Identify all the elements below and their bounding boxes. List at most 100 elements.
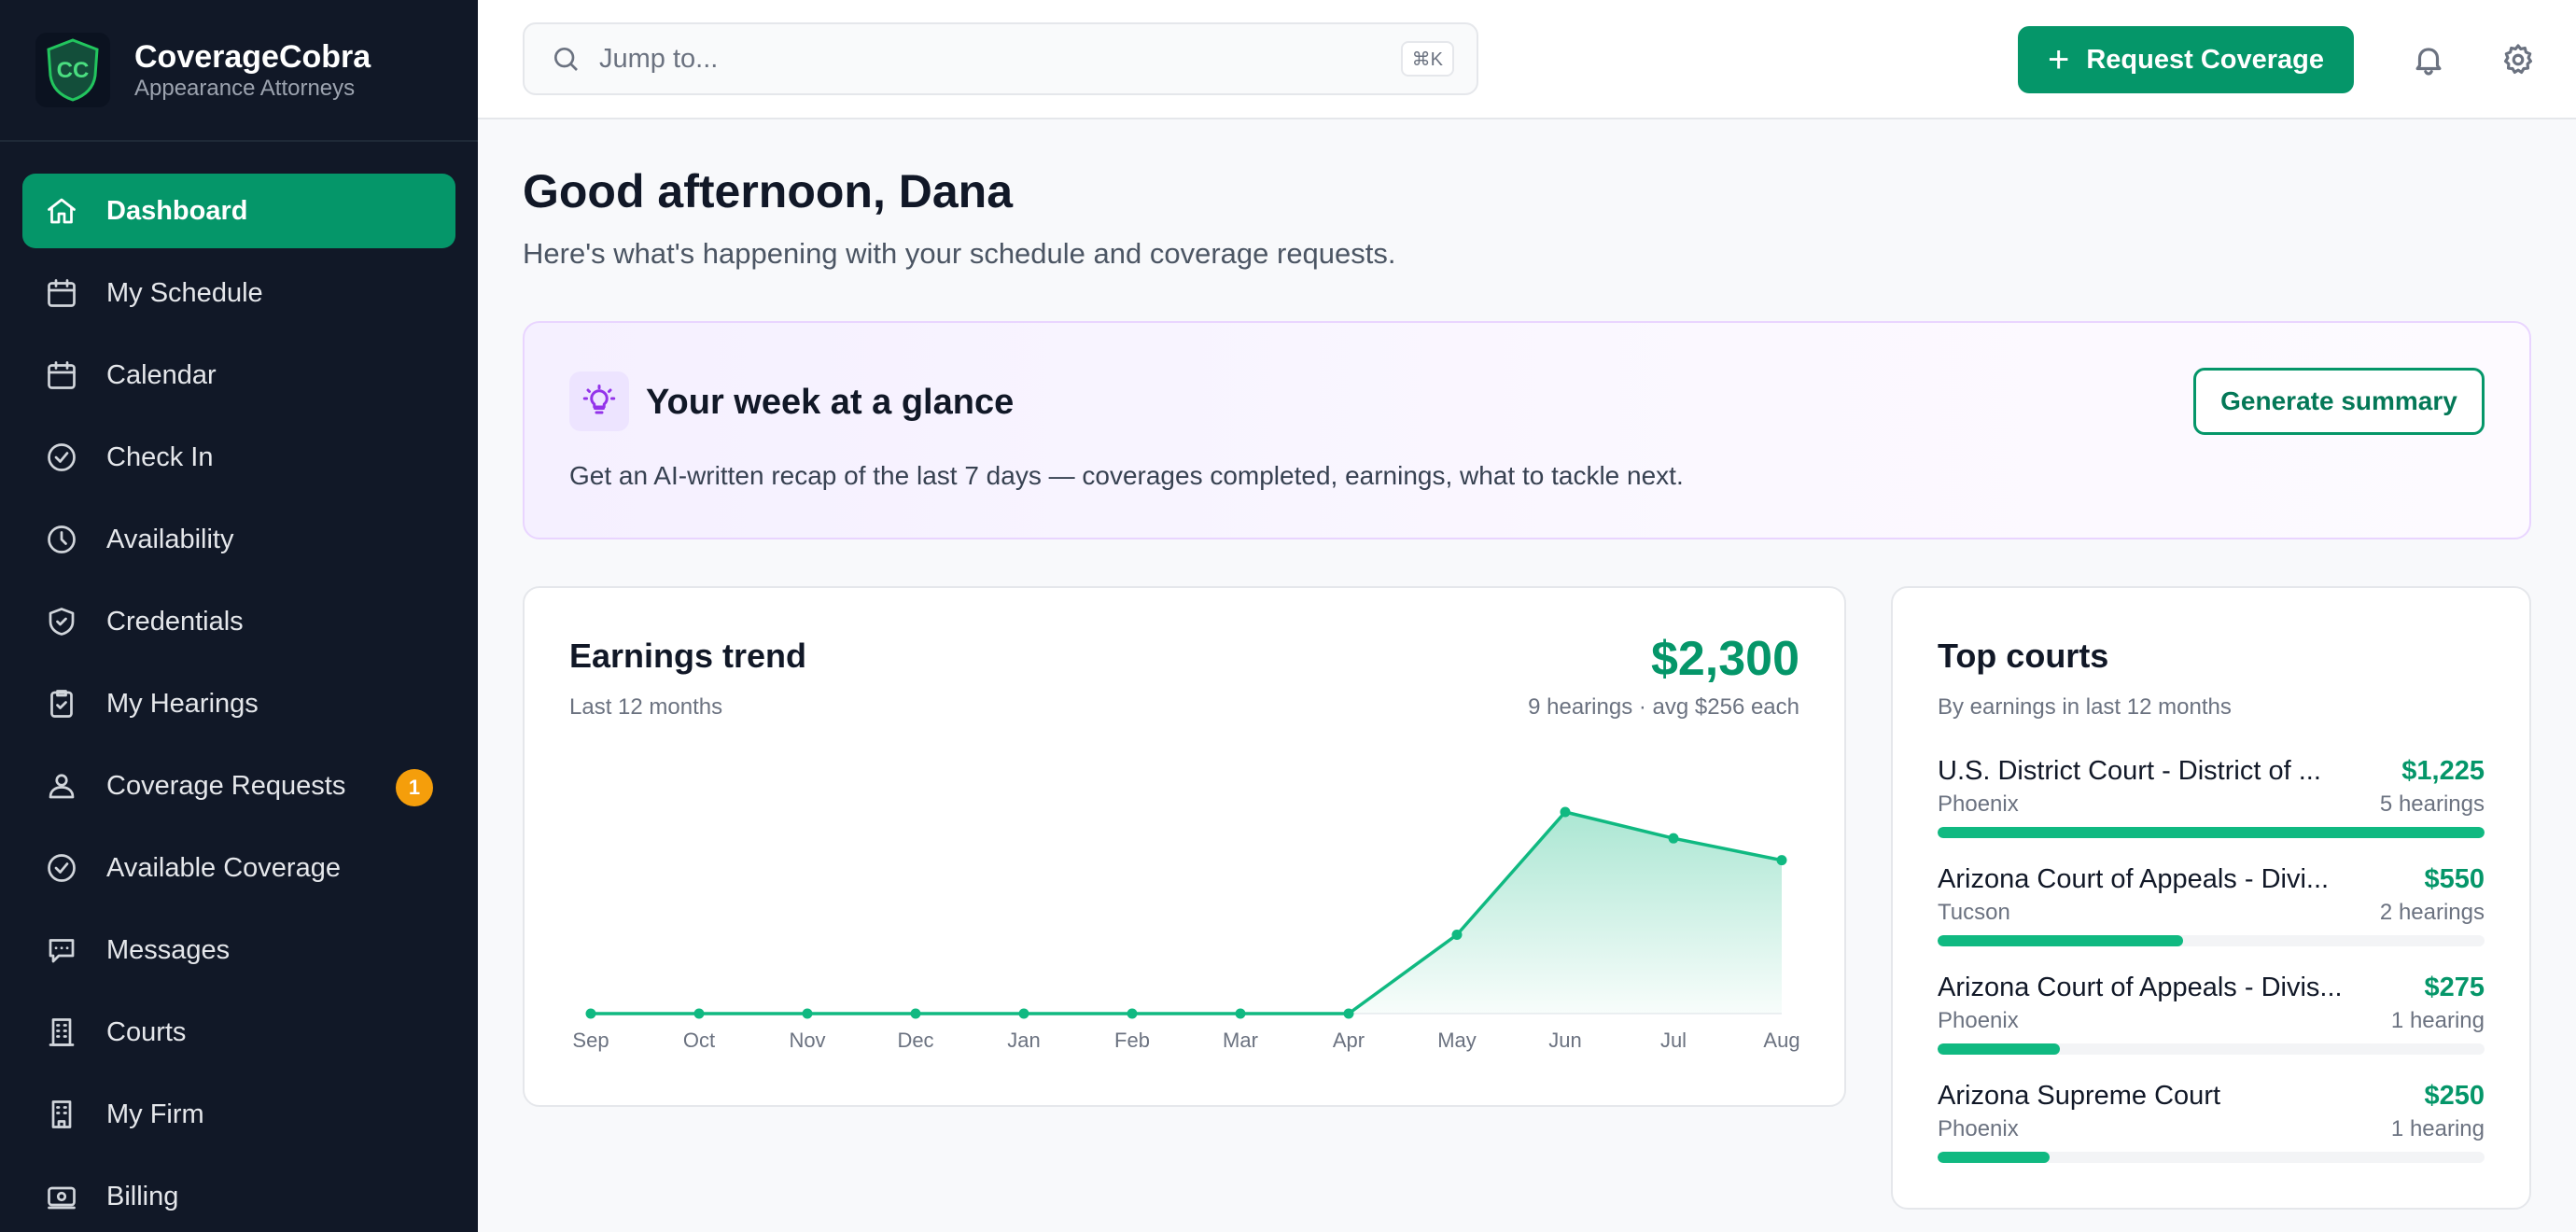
sidebar-item-label: Dashboard (106, 195, 248, 226)
check-circle-icon (48, 854, 76, 882)
sidebar-item-label: My Schedule (106, 277, 263, 308)
sidebar-item-label: Coverage Requests (106, 770, 346, 801)
keyboard-shortcut-hint: ⌘K (1400, 41, 1454, 77)
data-point-nov[interactable] (802, 1008, 813, 1019)
data-point-mar[interactable] (1235, 1008, 1246, 1019)
sidebar-item-coverage-requests[interactable]: Coverage Requests 1 (22, 749, 455, 823)
x-tick-label: Aug (1763, 1029, 1799, 1052)
x-tick-label: Dec (897, 1029, 933, 1052)
sidebar-item-available-coverage[interactable]: Available Coverage (22, 831, 455, 905)
sidebar-item-label: My Hearings (106, 688, 259, 719)
court-row[interactable]: Arizona Supreme Court $250 Phoenix 1 hea… (1938, 1081, 2485, 1170)
court-city: Phoenix (1938, 791, 2019, 817)
earnings-subtitle: Last 12 months (569, 694, 723, 720)
top-courts-subtitle: By earnings in last 12 months (1938, 694, 2232, 720)
sidebar-item-credentials[interactable]: Credentials (22, 584, 455, 659)
court-name: Arizona Court of Appeals - Divis... (1938, 973, 2343, 1002)
x-tick-label: Nov (789, 1029, 825, 1052)
x-tick-label: Apr (1333, 1029, 1365, 1052)
request-coverage-label: Request Coverage (2086, 44, 2324, 75)
search-placeholder: Jump to... (599, 43, 719, 74)
shield-check-icon (49, 608, 75, 636)
svg-text:CC: CC (57, 58, 90, 83)
notifications-button[interactable] (2406, 37, 2451, 82)
court-hearing-count: 1 hearing (2390, 1116, 2485, 1141)
brand-subtitle: Appearance Attorneys (134, 76, 356, 101)
x-tick-label: Jun (1548, 1029, 1581, 1052)
court-hearing-count: 5 hearings (2379, 791, 2485, 817)
court-share-fill (1938, 1043, 2061, 1055)
brand-header[interactable]: CC CoverageCobra Appearance Attorneys (0, 0, 478, 142)
glance-title: Your week at a glance (646, 383, 1015, 422)
sidebar-item-my-schedule[interactable]: My Schedule (22, 256, 455, 330)
search-input[interactable]: Jump to... ⌘K (523, 22, 1478, 95)
court-share-bar (1938, 827, 2485, 838)
court-earnings: $1,225 (2401, 756, 2485, 786)
data-point-jan[interactable] (1018, 1008, 1029, 1019)
sidebar-item-availability[interactable]: Availability (22, 502, 455, 577)
generate-summary-button[interactable]: Generate summary (2193, 368, 2485, 435)
check-circle-icon (48, 443, 76, 471)
data-point-feb[interactable] (1127, 1008, 1138, 1019)
court-row[interactable]: Arizona Court of Appeals - Divis... $275… (1938, 973, 2485, 1062)
sidebar-item-dashboard[interactable]: Dashboard (22, 174, 455, 248)
data-point-jul[interactable] (1668, 833, 1679, 844)
data-point-may[interactable] (1451, 929, 1463, 940)
court-city: Phoenix (1938, 1008, 2019, 1033)
sidebar-item-calendar[interactable]: Calendar (22, 338, 455, 413)
sidebar-item-my-firm[interactable]: My Firm (22, 1077, 455, 1152)
sidebar-item-my-hearings[interactable]: My Hearings (22, 666, 455, 741)
plus-icon: + (2047, 39, 2070, 80)
court-earnings: $550 (2424, 864, 2485, 894)
x-tick-label: Jan (1007, 1029, 1040, 1052)
sidebar-item-courts[interactable]: Courts (22, 995, 455, 1070)
sidebar-item-label: Availability (106, 524, 234, 554)
sidebar-item-label: Calendar (106, 359, 217, 390)
x-tick-label: Feb (1114, 1029, 1150, 1052)
clock-icon (48, 525, 76, 553)
sidebar-item-label: Messages (106, 934, 231, 965)
court-share-bar (1938, 935, 2485, 946)
court-row[interactable]: Arizona Court of Appeals - Divi... $550 … (1938, 864, 2485, 954)
top-courts-title: Top courts (1938, 637, 2109, 675)
message-icon (49, 939, 75, 963)
data-point-aug[interactable] (1776, 855, 1787, 866)
user-request-icon (49, 774, 75, 799)
request-coverage-button[interactable]: + Request Coverage (2018, 26, 2354, 93)
earnings-trend-card: Earnings trend Last 12 months $2,300 9 h… (523, 586, 1846, 1107)
x-tick-label: Mar (1223, 1029, 1258, 1052)
settings-button[interactable] (2496, 37, 2541, 82)
top-bar: Jump to... ⌘K + Request Coverage (478, 0, 2576, 119)
court-row[interactable]: U.S. District Court - District of ... $1… (1938, 756, 2485, 846)
data-point-dec[interactable] (910, 1008, 921, 1019)
sidebar-item-messages[interactable]: Messages (22, 913, 455, 987)
gear-icon (2503, 44, 2533, 75)
page-subtitle: Here's what's happening with your schedu… (523, 237, 1396, 270)
earnings-area (591, 812, 1782, 1014)
data-point-oct[interactable] (693, 1008, 705, 1019)
data-point-sep[interactable] (585, 1008, 596, 1019)
court-city: Tucson (1938, 900, 2010, 925)
data-point-jun[interactable] (1560, 806, 1571, 818)
clipboard-check-icon (50, 690, 73, 718)
x-tick-label: Oct (683, 1029, 715, 1052)
calendar-icon (48, 361, 76, 389)
sidebar-item-label: Billing (106, 1181, 179, 1211)
earnings-meta: 9 hearings · avg $256 each (1528, 694, 1799, 720)
sidebar-item-check-in[interactable]: Check In (22, 420, 455, 495)
x-tick-label: Sep (572, 1029, 609, 1052)
cobra-shield-logo: CC (35, 33, 110, 107)
court-earnings: $275 (2424, 973, 2485, 1002)
data-point-apr[interactable] (1343, 1008, 1354, 1019)
court-share-bar (1938, 1152, 2485, 1163)
court-share-fill (1938, 935, 2184, 946)
earnings-total: $2,300 (1650, 632, 1799, 686)
sidebar: CC CoverageCobra Appearance Attorneys Da… (0, 0, 478, 1232)
sidebar-item-label: Check In (106, 441, 214, 472)
court-name: Arizona Supreme Court (1938, 1081, 2221, 1111)
sidebar-item-billing[interactable]: Billing (22, 1159, 455, 1232)
earnings-area-chart: Sep Oct Nov Dec Jan Feb Mar Apr May Jun Jul Aug (572, 806, 1800, 1052)
bell-icon (2415, 48, 2442, 76)
page-title: Good afternoon, Dana (523, 165, 1013, 217)
glance-description: Get an AI-written recap of the last 7 da… (569, 461, 1684, 490)
